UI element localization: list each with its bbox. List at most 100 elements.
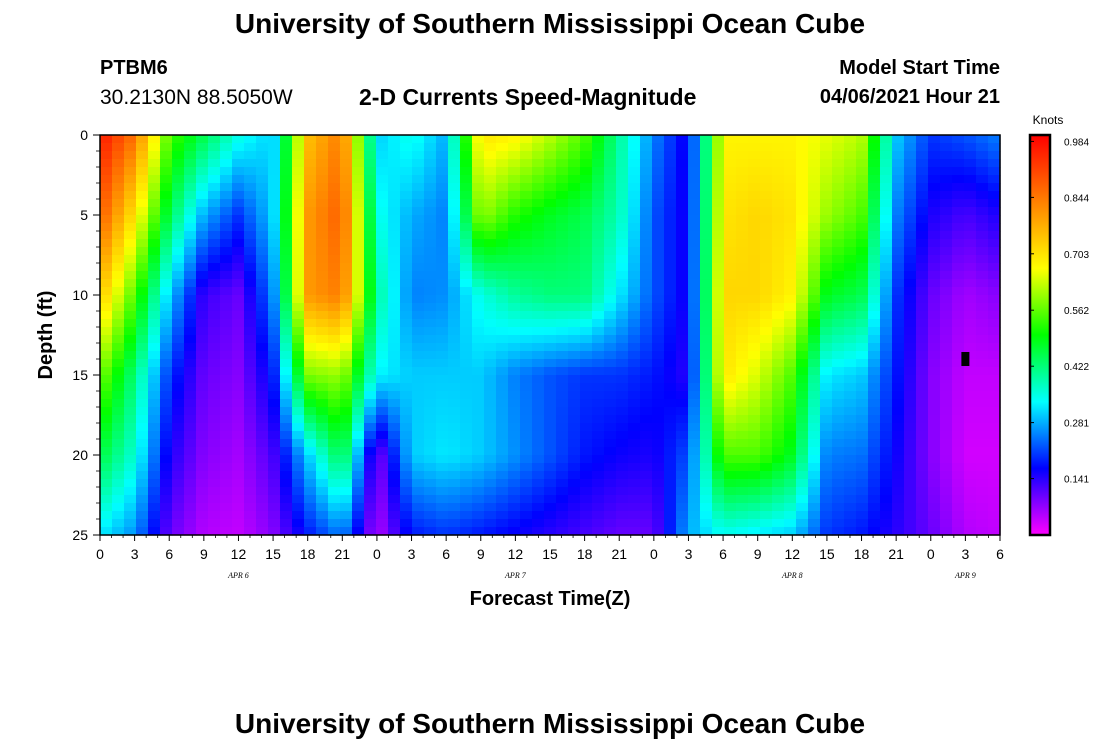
heatmap-cell	[724, 455, 737, 464]
heatmap-cell	[400, 151, 413, 160]
heatmap-cell	[244, 311, 257, 320]
heatmap-cell	[616, 391, 629, 400]
heatmap-cell	[952, 207, 965, 216]
heatmap-cell	[892, 375, 905, 384]
heatmap-cell	[940, 271, 953, 280]
heatmap-cell	[544, 207, 557, 216]
heatmap-cell	[148, 327, 161, 336]
heatmap-cell	[172, 143, 185, 152]
heatmap-cell	[568, 207, 581, 216]
heatmap-cell	[112, 359, 125, 368]
heatmap-cell	[184, 215, 197, 224]
heatmap-cell	[412, 351, 425, 360]
heatmap-cell	[148, 183, 161, 192]
heatmap-cell	[148, 351, 161, 360]
heatmap-cell	[580, 319, 593, 328]
heatmap-cell	[484, 415, 497, 424]
heatmap-cell	[784, 191, 797, 200]
heatmap-cell	[604, 383, 617, 392]
heatmap-cell	[136, 303, 149, 312]
heatmap-cell	[676, 167, 689, 176]
heatmap-cell	[832, 151, 845, 160]
heatmap-cell	[592, 295, 605, 304]
heatmap-cell	[952, 255, 965, 264]
heatmap-cell	[448, 159, 461, 168]
heatmap-cell	[916, 287, 929, 296]
heatmap-cell	[328, 527, 341, 536]
heatmap-cell	[724, 391, 737, 400]
heatmap-cell	[208, 215, 221, 224]
heatmap-cell	[484, 519, 497, 528]
heatmap-cell	[568, 471, 581, 480]
heatmap-cell	[208, 175, 221, 184]
heatmap-cell	[712, 255, 725, 264]
heatmap-cell	[100, 343, 113, 352]
heatmap-cell	[484, 223, 497, 232]
heatmap-cell	[748, 399, 761, 408]
heatmap-cell	[952, 263, 965, 272]
heatmap-cell	[940, 159, 953, 168]
heatmap-cell	[424, 455, 437, 464]
heatmap-cell	[952, 383, 965, 392]
heatmap-cell	[676, 207, 689, 216]
heatmap-cell	[616, 463, 629, 472]
heatmap-cell	[844, 239, 857, 248]
heatmap-cell	[124, 231, 137, 240]
heatmap-cell	[160, 463, 173, 472]
heatmap-cell	[508, 399, 521, 408]
heatmap-cell	[748, 319, 761, 328]
heatmap-cell	[844, 175, 857, 184]
heatmap-cell	[304, 255, 317, 264]
heatmap-cell	[652, 383, 665, 392]
heatmap-cell	[988, 215, 1001, 224]
heatmap-cell	[496, 415, 509, 424]
heatmap-cell	[412, 223, 425, 232]
heatmap-cell	[568, 215, 581, 224]
heatmap-cell	[688, 263, 701, 272]
heatmap-cell	[364, 383, 377, 392]
heatmap-cell	[232, 519, 245, 528]
heatmap-cell	[460, 191, 473, 200]
heatmap-cell	[328, 159, 341, 168]
heatmap-cell	[688, 175, 701, 184]
heatmap-cell	[244, 415, 257, 424]
heatmap-cell	[220, 311, 233, 320]
heatmap-cell	[196, 159, 209, 168]
heatmap-cell	[316, 439, 329, 448]
heatmap-cell	[424, 351, 437, 360]
heatmap-cell	[316, 143, 329, 152]
heatmap-cell	[472, 223, 485, 232]
heatmap-cell	[820, 303, 833, 312]
heatmap-cell	[160, 159, 173, 168]
heatmap-cell	[256, 135, 269, 144]
heatmap-cell	[148, 159, 161, 168]
heatmap-cell	[424, 143, 437, 152]
heatmap-cell	[592, 223, 605, 232]
heatmap-cell	[484, 463, 497, 472]
heatmap-cell	[868, 343, 881, 352]
heatmap-cell	[244, 399, 257, 408]
heatmap-cell	[904, 519, 917, 528]
heatmap-cell	[808, 175, 821, 184]
heatmap-cell	[820, 431, 833, 440]
heatmap-cell	[940, 431, 953, 440]
heatmap-cell	[292, 143, 305, 152]
heatmap-cell	[400, 463, 413, 472]
heatmap-cell	[736, 423, 749, 432]
heatmap-cell	[196, 303, 209, 312]
heatmap-cell	[784, 423, 797, 432]
heatmap-cell	[268, 511, 281, 520]
heatmap-cell	[556, 207, 569, 216]
heatmap-cell	[112, 527, 125, 536]
heatmap-cell	[172, 487, 185, 496]
heatmap-cell	[328, 239, 341, 248]
heatmap-cell	[316, 135, 329, 144]
heatmap-cell	[112, 399, 125, 408]
heatmap-cell	[280, 223, 293, 232]
heatmap-cell	[544, 439, 557, 448]
heatmap-cell	[496, 359, 509, 368]
heatmap-cell	[616, 135, 629, 144]
heatmap-cell	[652, 159, 665, 168]
heatmap-cell	[148, 391, 161, 400]
heatmap-cell	[400, 159, 413, 168]
